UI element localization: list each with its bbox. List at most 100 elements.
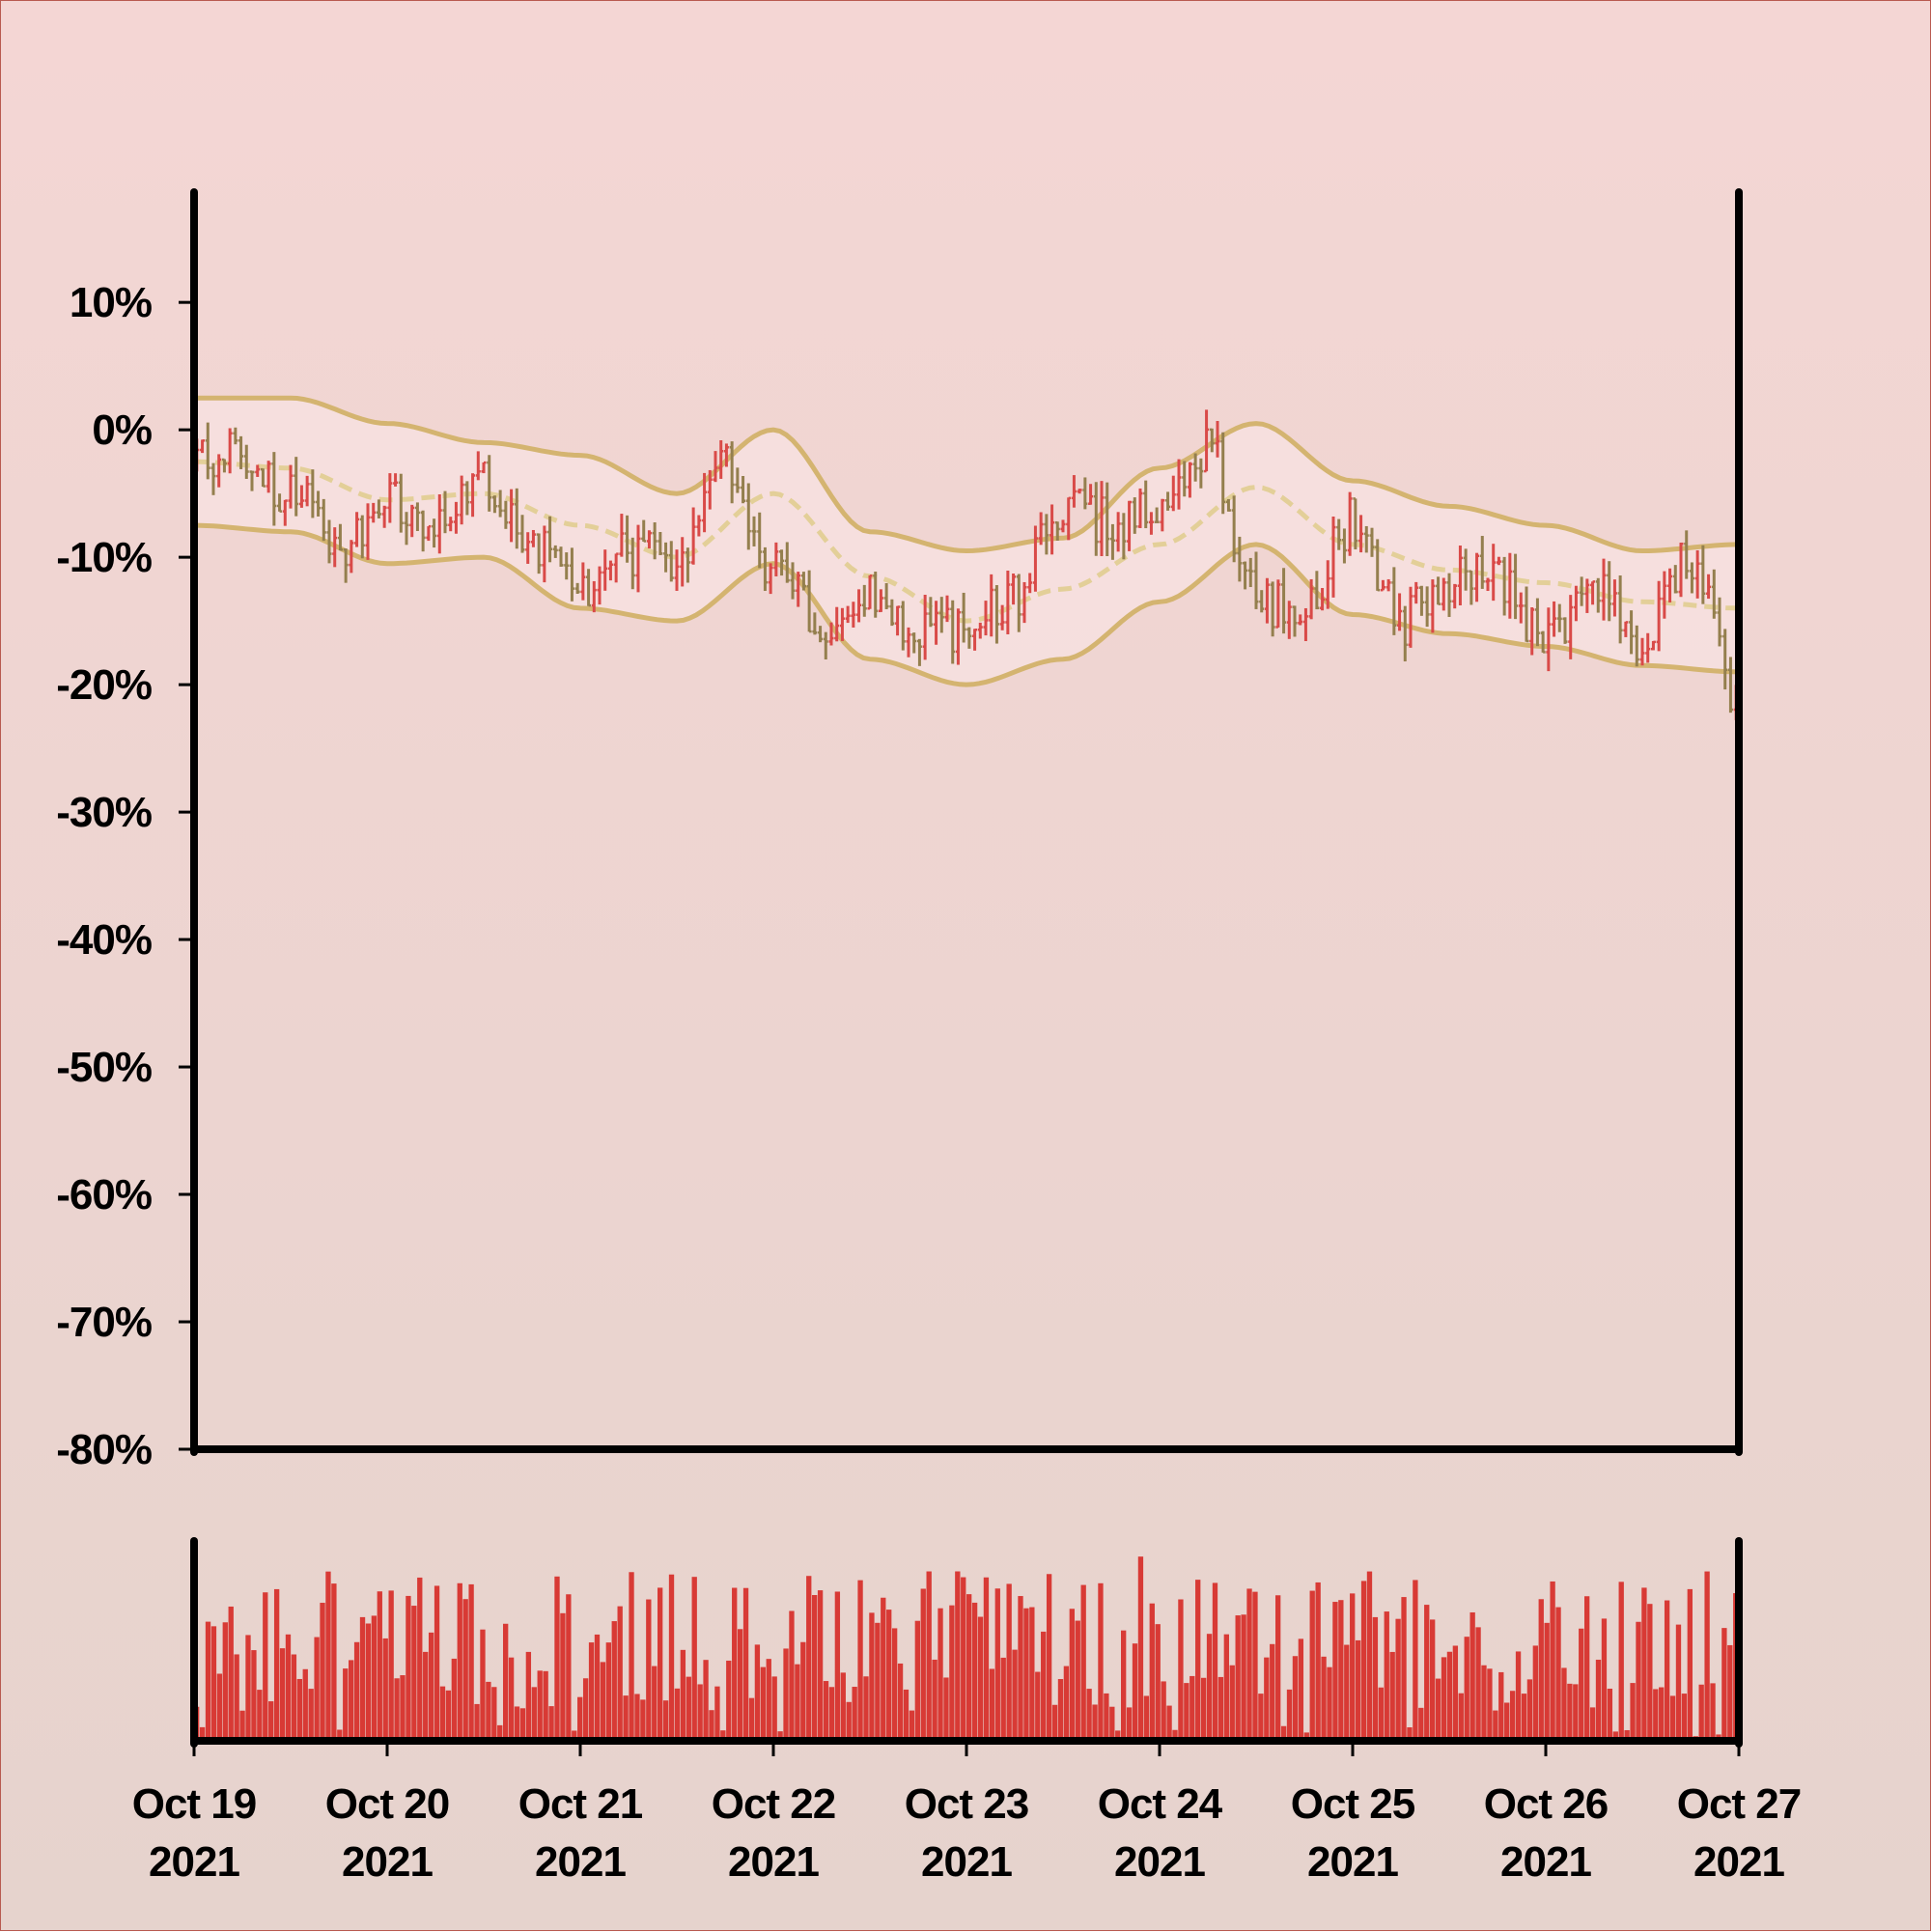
ohlc-bar — [983, 601, 989, 636]
ohlc-bar — [702, 472, 708, 533]
volume-bar — [1350, 1593, 1356, 1741]
volume-bar — [486, 1681, 491, 1741]
ohlc-bar — [625, 515, 630, 563]
volume-bar — [451, 1658, 457, 1741]
volume-bar — [1206, 1634, 1213, 1741]
volume-bar — [886, 1610, 892, 1741]
volume-bar — [1464, 1637, 1469, 1741]
ohlc-bar — [1237, 536, 1243, 582]
x-axis-ticks: Oct 19 2021 Oct 20 2021 Oct 21 2021 Oct 22 2021… — [132, 1741, 1802, 1886]
ohlc-bar — [1127, 500, 1133, 551]
ohlc-bar — [1441, 577, 1446, 611]
volume-bar — [1532, 1645, 1538, 1741]
volume-bar — [714, 1686, 720, 1741]
volume-bar — [1212, 1582, 1218, 1741]
volume-bar — [914, 1620, 920, 1741]
volume-bar — [537, 1670, 543, 1741]
volume-bar — [503, 1623, 509, 1741]
volume-bar — [1372, 1616, 1379, 1741]
volume-bar — [1452, 1645, 1459, 1741]
ohlc-bar — [371, 502, 377, 523]
ohlc-bar — [597, 566, 602, 605]
ohlc-bar — [1375, 539, 1381, 592]
volume-bar — [674, 1688, 681, 1741]
volume-bar — [234, 1654, 239, 1741]
x-tick-label-year: 2021 — [535, 1838, 626, 1886]
volume-bar — [1258, 1694, 1264, 1741]
ohlc-bar — [365, 503, 371, 560]
volume-bar — [239, 1710, 245, 1741]
ohlc-bar — [580, 562, 586, 601]
ohlc-bar — [326, 519, 332, 564]
ohlc-bar — [757, 512, 763, 569]
volume-bar — [1384, 1611, 1389, 1741]
volume-bar — [1493, 1710, 1498, 1741]
volume-bar — [691, 1577, 697, 1741]
ohlc-bar — [503, 500, 509, 529]
volume-bar — [343, 1668, 349, 1741]
ohlc-bar — [316, 490, 322, 517]
ohlc-bar — [376, 499, 381, 518]
volume-bar — [828, 1687, 835, 1741]
volume-bar — [371, 1615, 378, 1741]
volume-bar — [308, 1689, 314, 1741]
volume-bar — [572, 1730, 577, 1741]
ohlc-bar — [1330, 516, 1336, 598]
ohlc-bar — [856, 589, 862, 623]
ohlc-bar — [1397, 593, 1403, 631]
volume-bar — [531, 1687, 537, 1741]
volume-bar — [971, 1602, 978, 1741]
volume-bar — [834, 1591, 841, 1741]
volume-bar — [566, 1594, 572, 1741]
ohlc-bar — [530, 529, 536, 547]
ohlc-bar — [432, 518, 437, 548]
volume-bar — [1704, 1571, 1710, 1741]
volume-bar — [1435, 1678, 1441, 1741]
ohlc-bar — [1634, 625, 1639, 667]
volume-bar — [337, 1729, 343, 1741]
ohlc-bar — [1474, 552, 1480, 602]
volume-bar — [920, 1588, 926, 1741]
volume-bar — [1710, 1683, 1716, 1741]
y-tick-label: -50% — [56, 1044, 152, 1091]
volume-bar — [353, 1641, 360, 1741]
volume-bar — [205, 1621, 211, 1741]
volume-bar — [943, 1677, 949, 1741]
volume-bar — [1252, 1591, 1258, 1741]
ohlc-bar — [1436, 576, 1441, 605]
ohlc-bar — [1385, 578, 1391, 592]
ohlc-bar — [768, 563, 773, 595]
ohlc-bar — [1413, 581, 1419, 604]
volume-bar — [1446, 1651, 1453, 1741]
x-tick-label-date: Oct 26 — [1484, 1780, 1609, 1828]
volume-bar — [1063, 1666, 1070, 1741]
ohlc-bar — [773, 542, 779, 576]
ohlc-bar — [1607, 561, 1612, 622]
x-tick-label-year: 2021 — [1500, 1838, 1591, 1886]
volume-bar — [1418, 1707, 1424, 1741]
ohlc-bar — [591, 580, 597, 613]
ohlc-bar — [1038, 512, 1044, 546]
ohlc-bar — [989, 574, 994, 637]
volume-bar — [617, 1606, 623, 1741]
ohlc-bar — [993, 585, 999, 644]
ohlc-bar — [1601, 558, 1607, 621]
volume-bar — [1195, 1580, 1201, 1741]
ohlc-bar — [972, 628, 978, 651]
ohlc-bar — [707, 469, 713, 510]
volume-bar — [1659, 1687, 1665, 1741]
ohlc-bar — [1187, 462, 1192, 498]
ohlc-bar — [398, 473, 404, 533]
ohlc-bar — [663, 542, 669, 573]
volume-bar — [1469, 1611, 1475, 1741]
ohlc-bar — [641, 519, 647, 543]
volume-bar — [411, 1606, 417, 1741]
ohlc-bar — [298, 485, 304, 508]
y-tick-label: 0% — [92, 406, 152, 454]
volume-bar — [1178, 1599, 1184, 1741]
ohlc-bar — [393, 473, 399, 487]
y-tick-label: -80% — [56, 1426, 152, 1473]
ohlc-bar — [294, 457, 299, 517]
ohlc-bar — [200, 439, 206, 454]
ohlc-bar — [1308, 578, 1314, 620]
